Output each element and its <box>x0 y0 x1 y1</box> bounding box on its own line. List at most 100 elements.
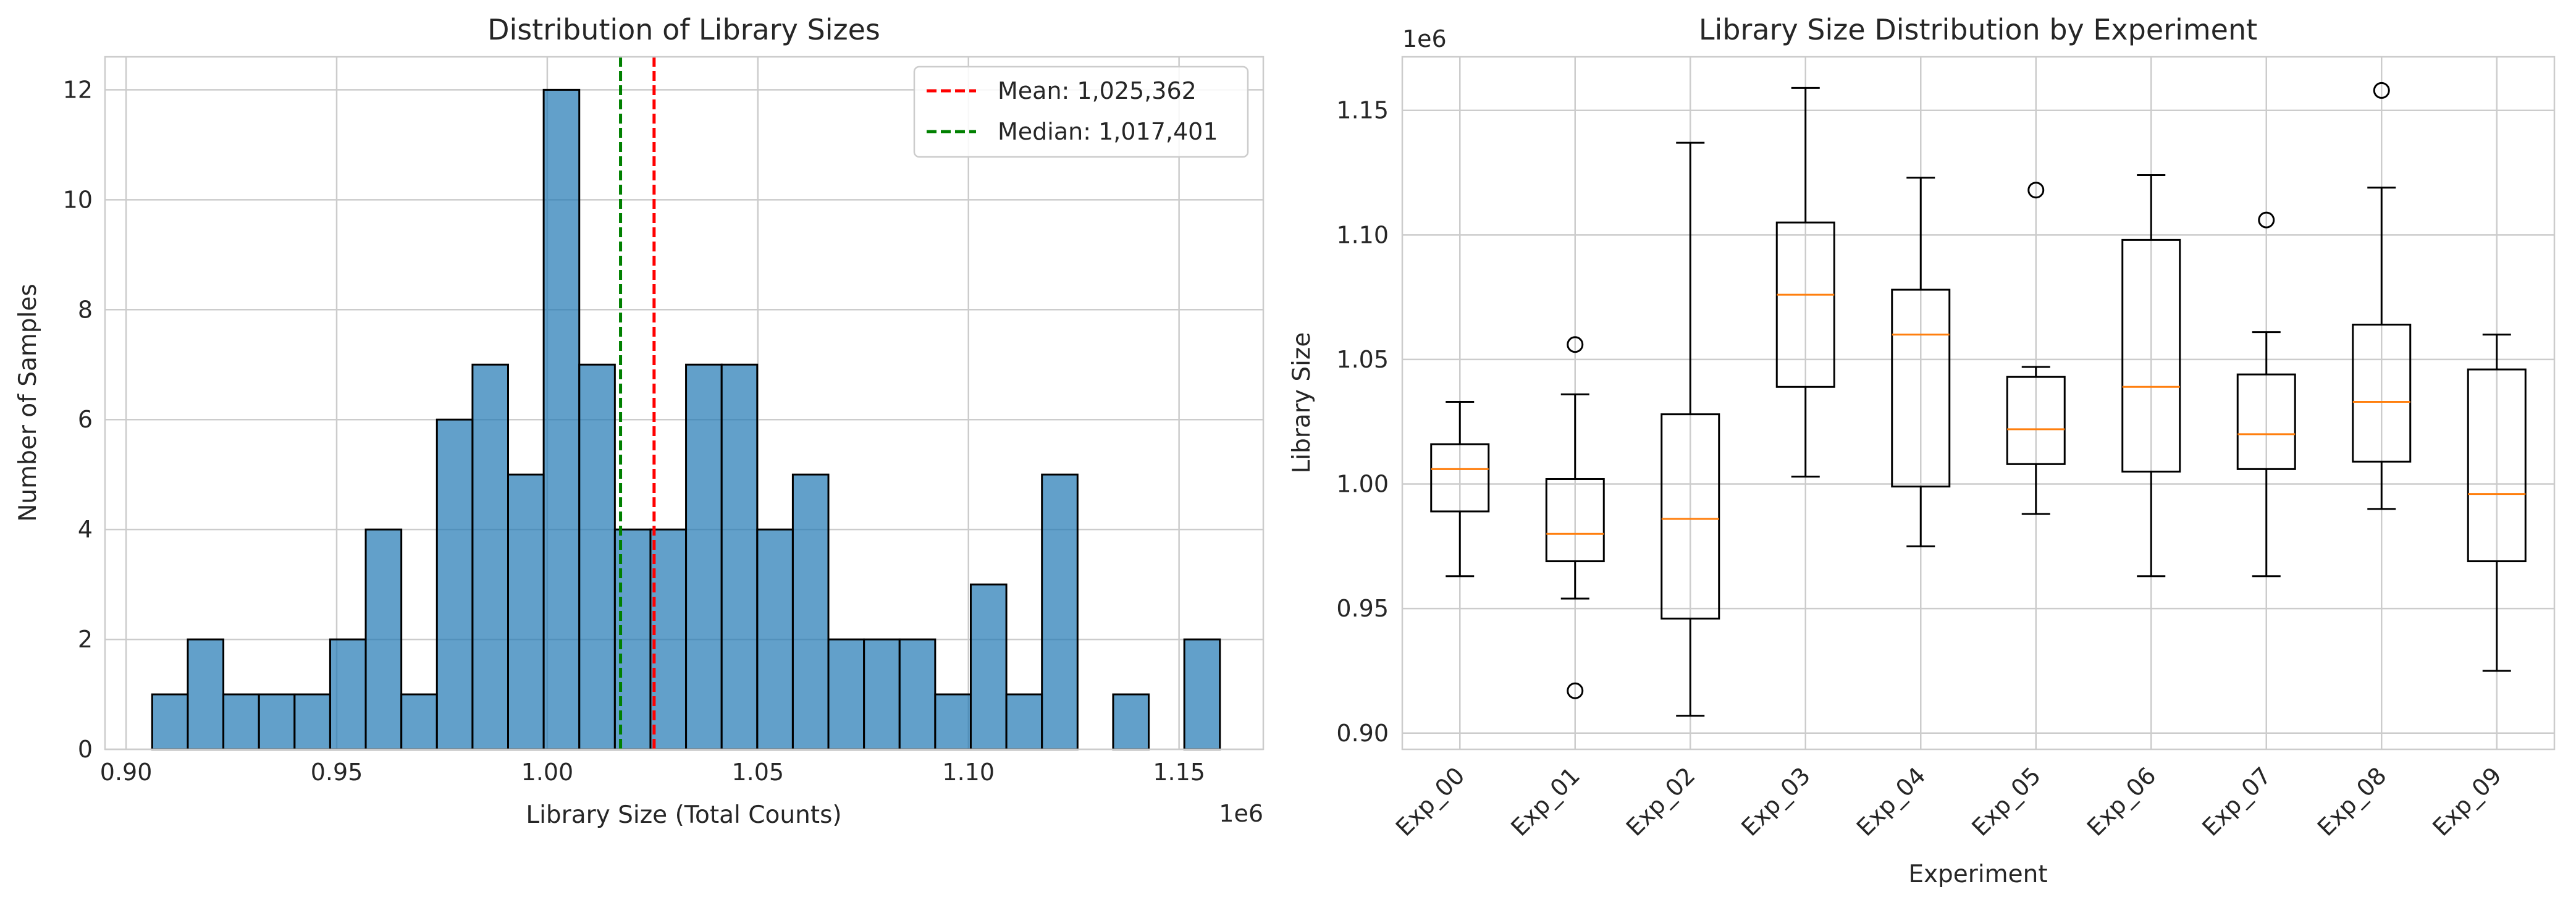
outlier-point <box>2258 211 2275 229</box>
histogram-reference-lines <box>619 57 656 749</box>
boxplot-x-tick-label: Exp_00 <box>1391 762 1470 841</box>
histogram-x-tick-label: 1.10 <box>942 759 995 786</box>
outlier-point <box>1567 682 1584 699</box>
histogram-bar <box>507 473 545 751</box>
histogram-x-tick-label: 0.95 <box>311 759 363 786</box>
histogram-x-tick-label: 0.90 <box>100 759 153 786</box>
boxplot-box-exp-03 <box>1775 86 1835 478</box>
histogram-bar <box>1041 473 1079 751</box>
histogram-bar <box>720 363 759 751</box>
boxplot-y-offset-label: 1e6 <box>1402 25 1447 53</box>
histogram-bar <box>1005 693 1043 751</box>
boxplot-plot-frame <box>1401 56 2556 751</box>
histogram-x-tick-label: 1.00 <box>521 759 574 786</box>
histogram-y-tick-label: 8 <box>78 296 93 323</box>
histogram-bars <box>151 88 1221 751</box>
histogram-bar <box>293 693 331 751</box>
box-iqr <box>1545 478 1605 563</box>
histogram-bar <box>187 638 225 751</box>
boxplot-x-tick-label: Exp_03 <box>1736 762 1816 841</box>
boxplot-y-tick-label: 0.90 <box>1336 720 1389 747</box>
histogram-y-tick-label: 12 <box>63 76 93 103</box>
boxplot-y-tick-label: 1.00 <box>1336 471 1389 498</box>
boxplot-x-tick-label: Exp_04 <box>1851 762 1931 841</box>
boxplot-boxes <box>1430 82 2527 717</box>
histogram-bar <box>1112 693 1150 751</box>
histogram-bar <box>329 638 367 751</box>
histogram-bar <box>1183 638 1221 751</box>
boxplot-box-exp-01 <box>1545 336 1605 699</box>
histogram-y-tick-label: 2 <box>78 626 93 653</box>
outlier-point <box>2027 182 2045 199</box>
boxplot-x-tick-label: Exp_07 <box>2197 762 2276 841</box>
histogram-bar <box>898 638 937 751</box>
outlier-point <box>1567 336 1584 353</box>
histogram-bar <box>969 583 1008 751</box>
box-iqr <box>2467 368 2527 563</box>
histogram-legend: Mean: 1,025,362 Median: 1,017,401 <box>913 65 1249 158</box>
boxplot-x-tick-label: Exp_08 <box>2312 762 2392 841</box>
histogram-bar <box>578 363 616 751</box>
boxplot-y-tick-label: 1.05 <box>1336 346 1389 373</box>
histogram-bar <box>471 363 509 751</box>
histogram-y-tick-label: 6 <box>78 406 93 433</box>
boxplot-y-tick-label: 0.95 <box>1336 595 1389 622</box>
histogram-bar <box>542 88 581 751</box>
histogram-y-axis-label: Number of Samples <box>14 284 42 522</box>
boxplot-y-tick-label: 1.15 <box>1336 97 1389 124</box>
histogram-x-axis-label: Library Size (Total Counts) <box>526 801 841 829</box>
histogram-chart: Distribution of Library Sizes 0.90 0.95 1.… <box>14 13 1265 829</box>
boxplot-x-tick-label: Exp_01 <box>1505 762 1585 841</box>
histogram-plot-frame <box>104 56 1265 751</box>
boxplot-y-axis-label: Library Size <box>1288 332 1316 474</box>
histogram-bar <box>258 693 296 751</box>
boxplot-box-exp-04 <box>1891 177 1951 547</box>
histogram-bar <box>436 418 474 751</box>
histogram-bar <box>756 528 794 751</box>
outlier-point <box>2373 82 2390 99</box>
boxplot-box-exp-00 <box>1430 400 1490 578</box>
box-iqr <box>1661 413 1720 620</box>
box-iqr <box>2236 373 2296 470</box>
box-iqr <box>1775 221 1835 388</box>
boxplot-x-ticks: Exp_00 Exp_01 Exp_02 Exp_03 Exp_04 Exp_05 Exp_… <box>1391 762 2507 841</box>
boxplot-x-tick-label: Exp_02 <box>1621 762 1701 841</box>
boxplot-y-ticks: 0.90 0.95 1.00 1.05 1.10 1.15 <box>1336 97 1389 747</box>
histogram-bar <box>151 693 189 751</box>
legend-median-label: Median: 1,017,401 <box>998 118 1218 145</box>
boxplot-box-exp-06 <box>2121 174 2181 578</box>
legend-mean-label: Mean: 1,025,362 <box>998 77 1197 104</box>
box-iqr <box>1430 443 1490 513</box>
histogram-bar <box>649 528 688 751</box>
histogram-bar <box>791 473 830 751</box>
histogram-bar <box>934 693 972 751</box>
boxplot-x-tick-label: Exp_05 <box>1966 762 2046 841</box>
box-iqr <box>2352 323 2412 463</box>
boxplot-chart: Library Size Distribution by Experiment … <box>1288 13 2556 888</box>
histogram-y-tick-label: 0 <box>78 736 93 763</box>
boxplot-box-exp-09 <box>2467 334 2527 672</box>
histogram-x-tick-label: 1.15 <box>1153 759 1205 786</box>
histogram-x-ticks: 0.90 0.95 1.00 1.05 1.10 1.15 <box>100 759 1205 786</box>
boxplot-box-exp-05 <box>2006 182 2066 515</box>
box-iqr <box>1891 288 1951 488</box>
box-iqr <box>2006 376 2066 465</box>
histogram-bar <box>364 528 403 751</box>
histogram-y-ticks: 0 2 4 6 8 10 12 <box>63 76 93 763</box>
histogram-bar <box>400 693 438 751</box>
boxplot-x-tick-label: Exp_09 <box>2427 762 2507 841</box>
boxplot-title: Library Size Distribution by Experiment <box>1699 13 2257 46</box>
histogram-bar <box>685 363 723 751</box>
boxplot-y-tick-label: 1.10 <box>1336 221 1389 248</box>
boxplot-x-axis-label: Experiment <box>1908 861 2047 888</box>
histogram-bar <box>222 693 260 751</box>
histogram-title: Distribution of Library Sizes <box>487 13 880 46</box>
histogram-x-tick-label: 1.05 <box>732 759 785 786</box>
histogram-bar <box>827 638 865 751</box>
boxplot-box-exp-02 <box>1661 141 1720 717</box>
boxplot-box-exp-07 <box>2236 211 2296 578</box>
histogram-x-offset-label: 1e6 <box>1219 800 1263 827</box>
legend-box <box>913 65 1249 158</box>
boxplot-box-exp-08 <box>2352 82 2412 510</box>
